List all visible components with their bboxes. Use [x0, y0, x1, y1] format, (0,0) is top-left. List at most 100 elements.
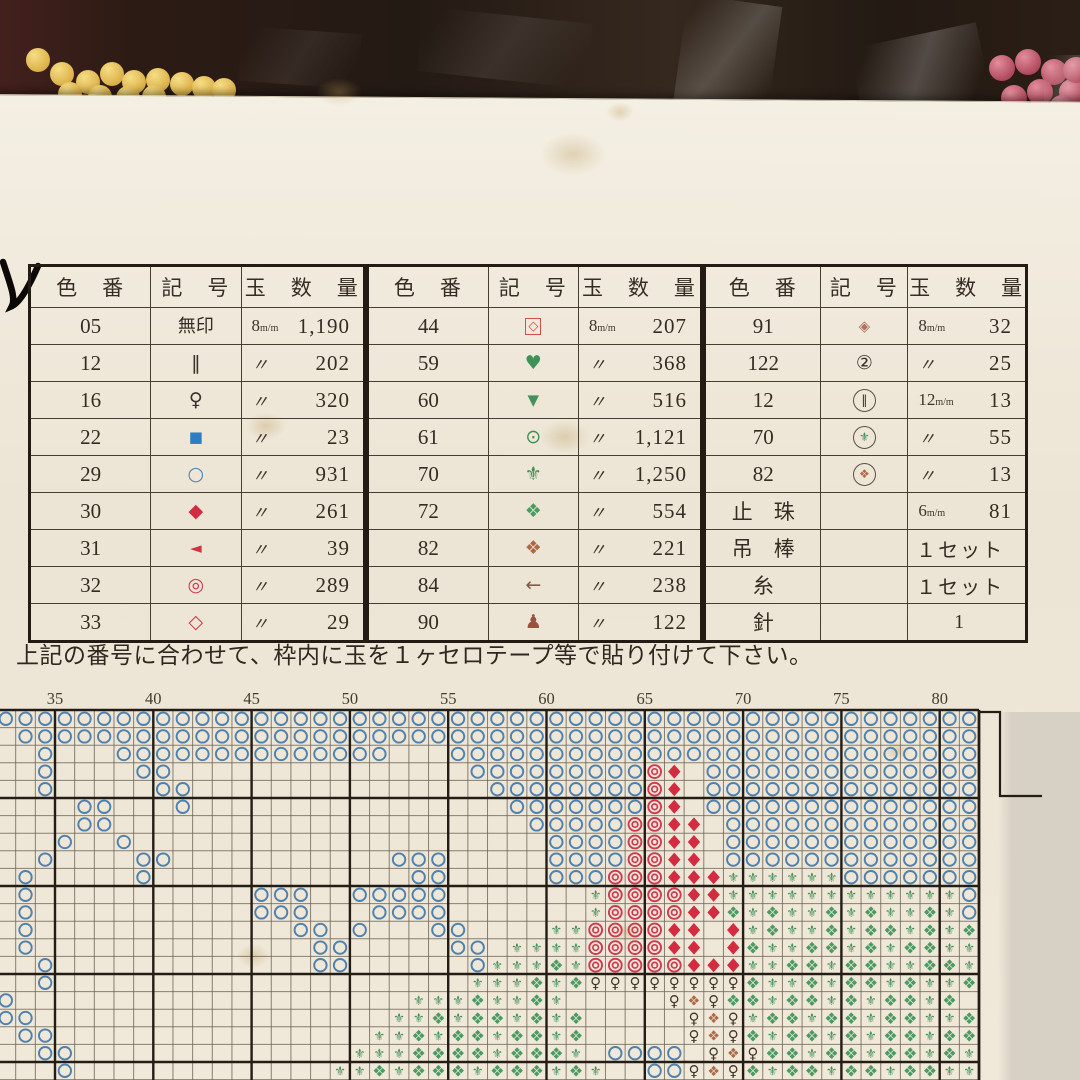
grid-bullseye-symbol [647, 887, 662, 903]
grid-circle-symbol [922, 729, 938, 744]
color-code-cell: 91 [752, 313, 774, 338]
grid-glyph-symbol: ⚜ [727, 888, 739, 903]
color-code-cell: 82 [752, 461, 774, 486]
grid-glyph-symbol: ♀ [708, 974, 719, 992]
grid-glyph-symbol: ♀ [728, 1027, 739, 1045]
quantity-value: 202 [315, 350, 351, 375]
grid-bullseye-symbol [631, 891, 639, 899]
grid-circle-symbol [922, 799, 938, 814]
grid-circle-symbol [332, 940, 348, 955]
grid-glyph-symbol: ❖ [746, 991, 760, 1010]
grid-bullseye-symbol [670, 961, 678, 969]
grid-glyph-symbol: ⚜ [374, 1047, 386, 1062]
grid-glyph-symbol: ❖ [765, 1009, 779, 1028]
grid-circle-symbol [549, 834, 564, 850]
grid-glyph-symbol: ❖ [549, 956, 563, 975]
quantity-size: 〃 [251, 392, 269, 412]
grid-circle-symbol [470, 940, 485, 955]
color-code-cell: 針 [752, 611, 774, 635]
grid-glyph-symbol: ❖ [923, 921, 937, 940]
grid-glyph-symbol: ⚜ [472, 1064, 484, 1079]
grid-glyph-symbol: ❖ [471, 1026, 485, 1045]
grid-glyph-symbol: ⚜ [747, 906, 759, 921]
grid-glyph-symbol: ⚜ [492, 976, 504, 991]
symbol-pawn: ♟ [524, 610, 542, 633]
grid-circle-symbol [549, 764, 564, 779]
grid-circle-symbol [372, 905, 387, 920]
grid-circle-symbol [529, 799, 544, 814]
grid-bullseye-symbol [647, 869, 662, 885]
grid-circle-symbol [588, 782, 603, 797]
grid-circle-symbol [608, 799, 623, 814]
mm-unit: m/m [926, 323, 946, 334]
symbol-circ2: ② [855, 351, 873, 374]
grid-circle-symbol [273, 746, 289, 762]
legend-header-row: 色 番記 号玉 数 量 [31, 267, 363, 307]
grid-circle-symbol [942, 729, 957, 744]
grid-bullseye-symbol [650, 855, 659, 864]
grid-bullseye-symbol [611, 961, 619, 969]
grid-glyph-symbol: ⚜ [393, 1064, 405, 1079]
grid-glyph-symbol: ⚜ [492, 1047, 504, 1062]
grid-glyph-symbol: ⚜ [865, 994, 877, 1009]
grid-circle-symbol [844, 746, 859, 762]
quantity-cell: 〃 261 [240, 493, 364, 529]
grid-circle-symbol [745, 852, 761, 867]
grid-glyph-symbol: ⚜ [786, 871, 798, 886]
grid-glyph-symbol: ⚜ [826, 871, 838, 886]
grid-glyph-symbol: ⚜ [963, 941, 975, 956]
grid-glyph-symbol: ❖ [431, 1009, 445, 1028]
grid-circle-symbol [568, 746, 584, 762]
grid-circle-symbol [608, 711, 623, 726]
grid-glyph-symbol: ⚜ [944, 941, 956, 956]
grid-glyph-symbol: ❖ [883, 1044, 897, 1063]
grid-circle-symbol [116, 834, 131, 850]
grid-circle-symbol [686, 746, 702, 762]
grid-circle-symbol [647, 1063, 662, 1078]
grid-circle-symbol [588, 799, 603, 814]
grid-glyph-symbol: ⚜ [944, 924, 956, 939]
grid-bullseye-symbol [631, 838, 639, 846]
legend-table: 色 番記 号玉 数 量 91 ◈ 8m/m 32 122 ② 〃 25 12 ‖ 12m/m 13 70 ⚜… [703, 264, 1028, 643]
grid-circle-symbol [883, 729, 898, 744]
grid-bullseye-symbol [650, 820, 659, 829]
grid-glyph-symbol: ⚜ [590, 1064, 602, 1079]
grid-glyph-symbol: ❖ [471, 1009, 485, 1028]
grid-circle-symbol [175, 746, 190, 762]
grid-circle-symbol [568, 870, 584, 885]
quantity-value: 25 [989, 350, 1012, 375]
grid-glyph-symbol: ❖ [549, 1044, 563, 1063]
color-code-cell: 82 [417, 535, 439, 560]
grid-circle-symbol [155, 729, 171, 744]
grid-glyph-symbol: ♀ [708, 1045, 719, 1063]
grid-glyph-symbol: ❖ [471, 991, 485, 1010]
grid-circle-symbol [903, 834, 918, 850]
grid-glyph-symbol: ⚜ [551, 924, 563, 939]
grid-glyph-symbol: ❖ [765, 1044, 779, 1063]
grid-glyph-symbol: ⚜ [885, 959, 897, 974]
grid-circle-symbol [18, 1028, 33, 1043]
grid-circle-symbol [490, 711, 505, 726]
symbol-cell: ○ [150, 456, 240, 492]
grid-circle-symbol [450, 922, 466, 938]
color-code-cell: 90 [417, 609, 439, 634]
grid-glyph-symbol: ⚜ [826, 1064, 838, 1079]
grid-circle-symbol [962, 905, 977, 920]
quantity-size: 〃 [918, 429, 936, 449]
symbol-arrow: ← [525, 573, 542, 596]
quantity-cell: 〃 13 [907, 456, 1025, 492]
grid-glyph-symbol: ❖ [923, 956, 937, 975]
grid-glyph-symbol: ⚜ [845, 906, 857, 921]
grid-bullseye-symbol [592, 961, 600, 969]
quantity-size: 8m/m [588, 316, 616, 335]
grid-glyph-symbol: ⚜ [492, 1029, 504, 1044]
grid-glyph-symbol: ⚜ [354, 1064, 366, 1079]
quantity-value: 320 [315, 387, 351, 412]
grid-column-label: 45 [243, 689, 260, 708]
grid-circle-symbol [38, 729, 53, 744]
grid-circle-symbol [352, 711, 367, 726]
grid-glyph-symbol: ❖ [727, 1046, 740, 1062]
grid-circle-symbol [529, 711, 544, 726]
grid-circle-symbol [942, 817, 957, 832]
